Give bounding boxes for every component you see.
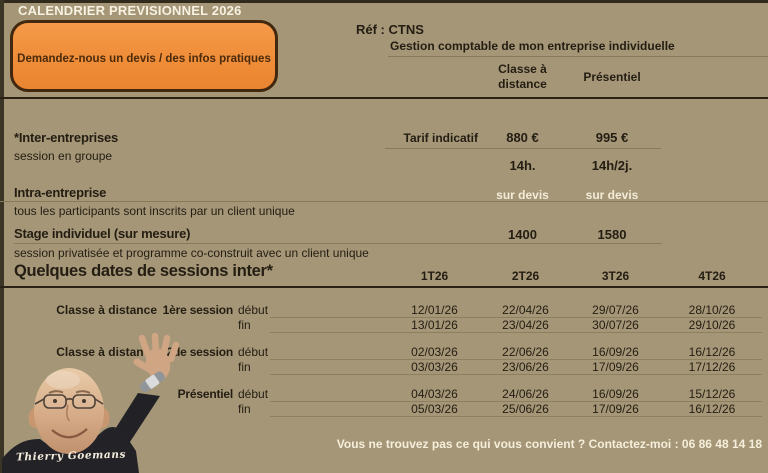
group2-fin-label: fin: [238, 360, 251, 374]
header-rule: [0, 97, 768, 99]
date-cell: 12/01/26: [411, 303, 458, 317]
date-cell: 29/10/26: [688, 318, 736, 332]
glasses-icon: [34, 394, 104, 409]
date-row-rule: [270, 416, 762, 417]
group2-mode-label: Classe à distance: [56, 345, 157, 359]
price-intra-distance: sur devis: [496, 188, 549, 202]
group2-session-label: 2de session: [166, 345, 233, 359]
group3-session-label: Présentiel: [177, 387, 234, 401]
group1-fin-label: fin: [238, 318, 251, 332]
row-stage-name: Stage individuel (sur mesure): [14, 226, 191, 241]
date-cell: 23/04/26: [502, 318, 549, 332]
row-intra-sub: tous les participants sont inscrits par …: [14, 204, 295, 218]
date-cell: 03/03/26: [411, 360, 458, 374]
group3-fin-label: fin: [238, 402, 251, 416]
date-cell: 16/09/26: [592, 345, 639, 359]
date-row-rule: [270, 317, 762, 318]
date-cell: 24/06/26: [502, 387, 549, 401]
price-inter-presentiel: 995 €: [595, 130, 629, 145]
date-cell: 30/07/26: [592, 318, 639, 332]
date-cell: 17/09/26: [592, 360, 639, 374]
reference-code: Réf : CTNS: [356, 22, 424, 37]
face: [34, 368, 104, 454]
date-cell: 17/12/26: [688, 360, 736, 374]
tarif-indicatif-label: Tarif indicatif: [403, 131, 478, 145]
quote-request-label: Demandez-nous un devis / des infos prati…: [17, 53, 271, 65]
date-cell: 02/03/26: [411, 345, 458, 359]
contact-line[interactable]: Vous ne trouvez pas ce qui vous convient…: [336, 437, 762, 451]
date-cell: 22/06/26: [502, 345, 549, 359]
tarif-underline: [385, 148, 661, 149]
price-intra-presentiel: sur devis: [585, 188, 639, 202]
page-title: CALENDRIER PREVISIONNEL 2026: [18, 3, 242, 18]
date-cell: 04/03/26: [411, 387, 458, 401]
date-cell: 16/12/26: [688, 345, 736, 359]
date-row-rule: [270, 359, 762, 360]
date-cell: 29/07/26: [592, 303, 639, 317]
date-cell: 16/09/26: [592, 387, 639, 401]
price-inter-distance: 880 €: [506, 130, 539, 145]
date-row-rule: [270, 332, 762, 333]
date-cell: 22/04/26: [502, 303, 549, 317]
date-cell: 13/01/26: [411, 318, 458, 332]
group3-debut-label: début: [238, 387, 269, 401]
date-cell: 15/12/26: [688, 387, 736, 401]
duration-inter-distance: 14h.: [509, 158, 536, 173]
column-header-distance: Classe à distance: [498, 62, 547, 91]
row-inter-sub: session en groupe: [14, 149, 113, 163]
smile: [51, 428, 88, 439]
quarter-header-3: 3T26: [601, 269, 630, 283]
date-row-rule: [270, 374, 762, 375]
row-inter-name: *Inter-entreprises: [14, 130, 119, 145]
course-title: Gestion comptable de mon entreprise indi…: [390, 39, 675, 53]
price-stage-distance: 1400: [508, 227, 537, 242]
intra-rule: [0, 201, 768, 202]
group2-debut-label: début: [238, 345, 269, 359]
quarter-header-4: 4T26: [698, 269, 726, 283]
stage-rule: [14, 243, 662, 244]
row-stage-sub: session privatisée et programme co-const…: [14, 246, 369, 260]
group1-session-label: 1ère session: [162, 303, 234, 317]
price-stage-presentiel: 1580: [597, 227, 627, 242]
top-border: [0, 0, 768, 3]
column-header-presentiel: Présentiel: [583, 70, 641, 84]
group1-debut-label: début: [238, 303, 269, 317]
date-row-rule: [270, 401, 762, 402]
watch-icon: [140, 371, 165, 392]
quarter-header-2: 2T26: [511, 269, 540, 283]
row-intra-name: Intra-entreprise: [14, 185, 107, 200]
trainer-photo: [2, 333, 180, 473]
quote-request-button[interactable]: Demandez-nous un devis / des infos prati…: [10, 20, 278, 92]
sessions-rule: [0, 286, 768, 288]
sessions-heading: Quelques dates de sessions inter*: [14, 262, 273, 280]
date-cell: 05/03/26: [411, 402, 458, 416]
date-cell: 16/12/26: [688, 402, 736, 416]
group1-mode-label: Classe à distance: [56, 303, 157, 317]
date-cell: 23/06/26: [502, 360, 549, 374]
course-underline: [388, 56, 768, 57]
date-cell: 17/09/26: [592, 402, 639, 416]
quarter-header-1: 1T26: [420, 269, 449, 283]
left-border: [0, 0, 4, 473]
duration-inter-presentiel: 14h/2j.: [591, 158, 633, 173]
date-cell: 28/10/26: [688, 303, 736, 317]
date-cell: 25/06/26: [502, 402, 549, 416]
